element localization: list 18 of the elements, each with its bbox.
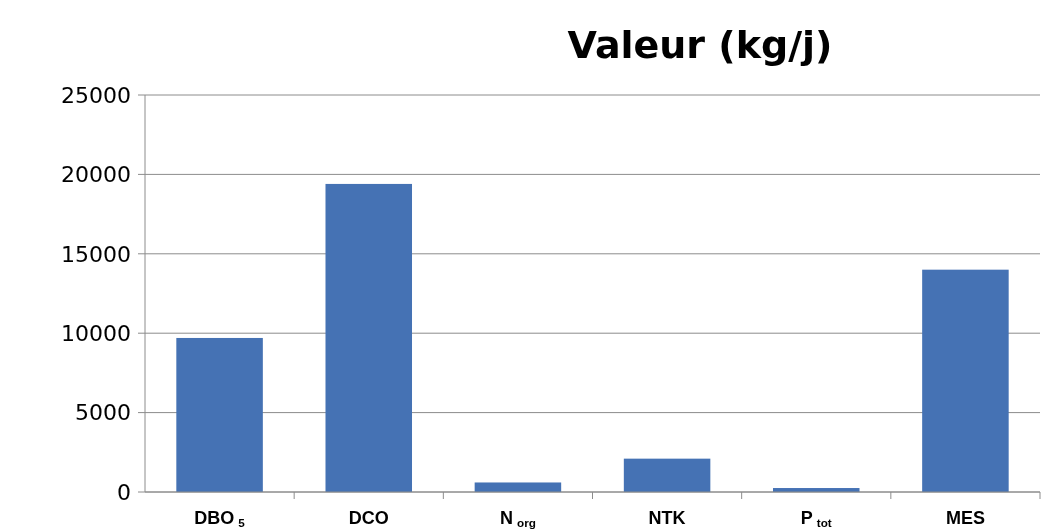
bar [922, 269, 1009, 492]
bar [474, 482, 562, 492]
y-tick-label: 20000 [61, 162, 131, 188]
bar [176, 337, 263, 492]
y-tick-label: 25000 [61, 82, 131, 108]
x-tick-label: DCO [348, 508, 389, 528]
y-tick-label: 15000 [61, 241, 131, 267]
x-tick-label: NTK [648, 508, 686, 528]
chart-title: Valeur (kg/j) [567, 23, 833, 67]
y-tick-label: 5000 [75, 400, 131, 426]
x-tick-label: DBO$_{5}$ [194, 508, 246, 529]
x-tick-label: N$_{org}$ [500, 508, 536, 529]
y-tick-label: 10000 [61, 320, 131, 346]
bar [325, 183, 413, 492]
x-tick-label: MES [945, 508, 985, 528]
y-tick-label: 0 [117, 479, 131, 505]
bar [623, 458, 711, 492]
x-tick-label: P$_{tot}$ [800, 508, 832, 529]
